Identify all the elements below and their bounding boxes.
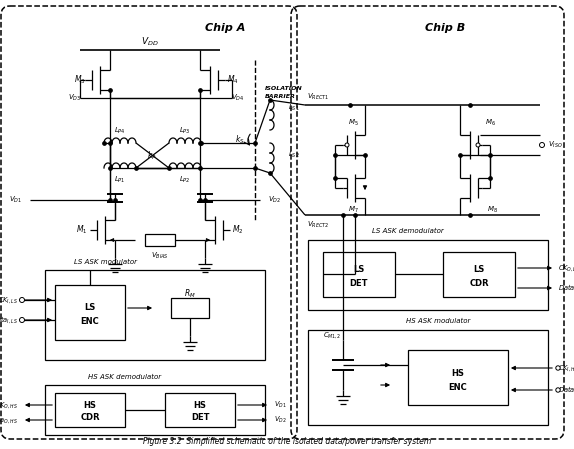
Bar bbox=[308, 240, 548, 310]
Text: HS ASK modulator: HS ASK modulator bbox=[406, 318, 470, 324]
Bar bbox=[323, 252, 395, 297]
Text: HS: HS bbox=[452, 369, 464, 378]
Text: DET: DET bbox=[191, 413, 210, 422]
Text: Chip B: Chip B bbox=[425, 23, 465, 33]
Text: $k_S$: $k_S$ bbox=[235, 134, 245, 146]
Text: Chip A: Chip A bbox=[205, 23, 245, 33]
Bar bbox=[55, 393, 125, 427]
Text: $M_7$: $M_7$ bbox=[348, 205, 358, 215]
Text: $Data_{O,LS}$: $Data_{O,LS}$ bbox=[558, 282, 574, 294]
Text: $L_{S2}$: $L_{S2}$ bbox=[288, 150, 300, 160]
Text: $Data_{O,HS}$: $Data_{O,HS}$ bbox=[0, 414, 18, 426]
Text: $L_{P1}$: $L_{P1}$ bbox=[114, 175, 126, 185]
Text: $V_{ISO}$: $V_{ISO}$ bbox=[548, 140, 563, 150]
Text: LS: LS bbox=[84, 304, 96, 313]
Bar bbox=[145, 234, 175, 246]
Bar bbox=[171, 298, 209, 318]
Text: $V_{D1}$: $V_{D1}$ bbox=[274, 400, 286, 410]
Text: $M_8$: $M_8$ bbox=[487, 205, 498, 215]
Bar bbox=[165, 393, 235, 427]
Bar bbox=[45, 385, 265, 435]
Text: LS ASK demodulator: LS ASK demodulator bbox=[372, 228, 444, 234]
Text: $M_2$: $M_2$ bbox=[232, 224, 244, 236]
Text: HS: HS bbox=[193, 401, 207, 410]
Text: $L_{S1}$: $L_{S1}$ bbox=[288, 103, 300, 113]
Text: $L_{P4}$: $L_{P4}$ bbox=[114, 126, 126, 136]
Text: ENC: ENC bbox=[80, 317, 99, 326]
Text: $M_1$: $M_1$ bbox=[76, 224, 88, 236]
Text: LS: LS bbox=[474, 265, 484, 274]
Text: $Data_{I,HS}$: $Data_{I,HS}$ bbox=[558, 384, 574, 396]
Text: $M_5$: $M_5$ bbox=[348, 118, 358, 128]
Text: $V_{D2}$: $V_{D2}$ bbox=[268, 195, 281, 205]
Bar bbox=[55, 285, 125, 340]
Circle shape bbox=[20, 298, 25, 303]
Text: $V_{D4}$: $V_{D4}$ bbox=[231, 93, 245, 103]
Text: ISOLATION: ISOLATION bbox=[265, 85, 302, 91]
Circle shape bbox=[476, 143, 480, 147]
Bar bbox=[443, 252, 515, 297]
Circle shape bbox=[556, 388, 560, 392]
Text: $CK_{I,HS}$: $CK_{I,HS}$ bbox=[558, 363, 574, 373]
Text: $R_M$: $R_M$ bbox=[184, 288, 196, 300]
Text: $V_{D1}$: $V_{D1}$ bbox=[9, 195, 22, 205]
Text: CDR: CDR bbox=[80, 413, 100, 422]
Text: HS: HS bbox=[84, 401, 96, 410]
Circle shape bbox=[540, 142, 545, 148]
Text: $V_{BIAS}$: $V_{BIAS}$ bbox=[151, 251, 169, 261]
Text: $C_{M1,2}$: $C_{M1,2}$ bbox=[323, 330, 341, 340]
Bar bbox=[408, 350, 508, 405]
Text: DET: DET bbox=[350, 278, 369, 287]
Bar bbox=[45, 270, 265, 360]
Text: $CK_{O,HS}$: $CK_{O,HS}$ bbox=[0, 400, 18, 410]
Text: $V_{RECT2}$: $V_{RECT2}$ bbox=[307, 220, 329, 230]
Text: LS ASK modulator: LS ASK modulator bbox=[73, 259, 137, 265]
Text: $L_{P2}$: $L_{P2}$ bbox=[179, 175, 191, 185]
Circle shape bbox=[556, 366, 560, 370]
Text: $L_{P3}$: $L_{P3}$ bbox=[179, 126, 191, 136]
Text: $V_{D3}$: $V_{D3}$ bbox=[68, 93, 82, 103]
Bar bbox=[308, 330, 548, 425]
Text: $k_P$: $k_P$ bbox=[147, 150, 157, 162]
Text: $CK_{O,LS}$: $CK_{O,LS}$ bbox=[558, 263, 574, 273]
Text: CDR: CDR bbox=[469, 278, 489, 287]
Text: $M_3$: $M_3$ bbox=[74, 74, 86, 86]
Text: BARRIER: BARRIER bbox=[265, 93, 296, 98]
Text: ENC: ENC bbox=[449, 383, 467, 392]
Text: $M_6$: $M_6$ bbox=[484, 118, 495, 128]
Text: $M_4$: $M_4$ bbox=[227, 74, 239, 86]
Circle shape bbox=[345, 143, 349, 147]
Text: $V_{DD}$: $V_{DD}$ bbox=[141, 36, 159, 48]
Text: $V_{D2}$: $V_{D2}$ bbox=[274, 415, 286, 425]
Text: LS: LS bbox=[354, 265, 364, 274]
Circle shape bbox=[20, 317, 25, 322]
Text: $CK_{I,LS}$: $CK_{I,LS}$ bbox=[0, 295, 18, 305]
Text: HS ASK demodulator: HS ASK demodulator bbox=[88, 374, 161, 380]
Text: $V_{RECT1}$: $V_{RECT1}$ bbox=[307, 92, 329, 102]
Text: Figure 3.2  Simplified schematic of the isolated data/power transfer system: Figure 3.2 Simplified schematic of the i… bbox=[143, 437, 431, 446]
Text: $Data_{I,LS}$: $Data_{I,LS}$ bbox=[0, 314, 18, 326]
